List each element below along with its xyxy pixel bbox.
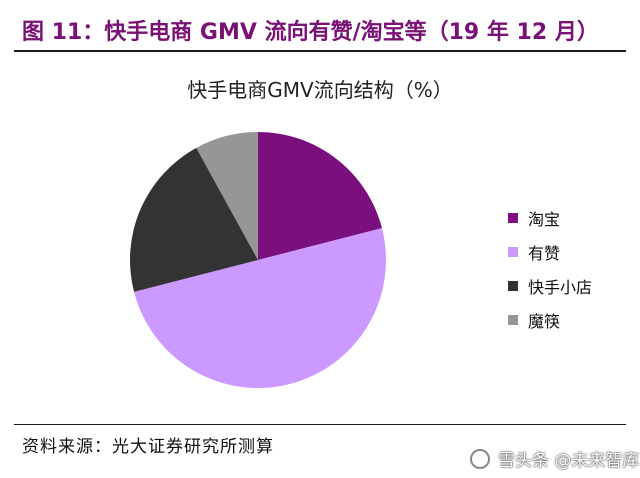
legend-swatch: [508, 213, 518, 223]
legend-label: 有赞: [528, 244, 561, 263]
watermark-text: 雪头条 @未来智库: [498, 451, 640, 471]
figure-title: 图 11：快手电商 GMV 流向有赞/淘宝等（19 年 12 月）: [22, 20, 599, 45]
pie-slice-1: [134, 228, 387, 389]
pie-slice-3: [196, 132, 258, 260]
watermark: 雪头条 @未来智库: [470, 446, 639, 471]
legend-swatch: [508, 247, 518, 257]
legend-label: 快手小店: [528, 278, 593, 297]
watermark-logo-icon: [470, 448, 490, 469]
legend-item-youzan: 有赞: [508, 235, 592, 269]
pie-slice-2: [129, 147, 258, 292]
legend-label: 魔筷: [528, 312, 561, 331]
source-divider: [14, 424, 626, 425]
legend-swatch: [508, 315, 518, 325]
legend-item-taobao: 淘宝: [508, 201, 592, 235]
chart-legend: 淘宝 有赞 快手小店 魔筷: [508, 201, 592, 337]
legend-item-mokuai: 魔筷: [508, 303, 592, 337]
legend-swatch: [508, 281, 518, 291]
chart-title: 快手电商GMV流向结构（%）: [187, 78, 453, 102]
legend-item-kuaishou-store: 快手小店: [508, 269, 592, 303]
pie-slice-0: [258, 132, 382, 260]
source-note: 资料来源：光大证券研究所测算: [22, 437, 274, 457]
title-divider: [14, 50, 626, 52]
legend-label: 淘宝: [528, 210, 561, 229]
